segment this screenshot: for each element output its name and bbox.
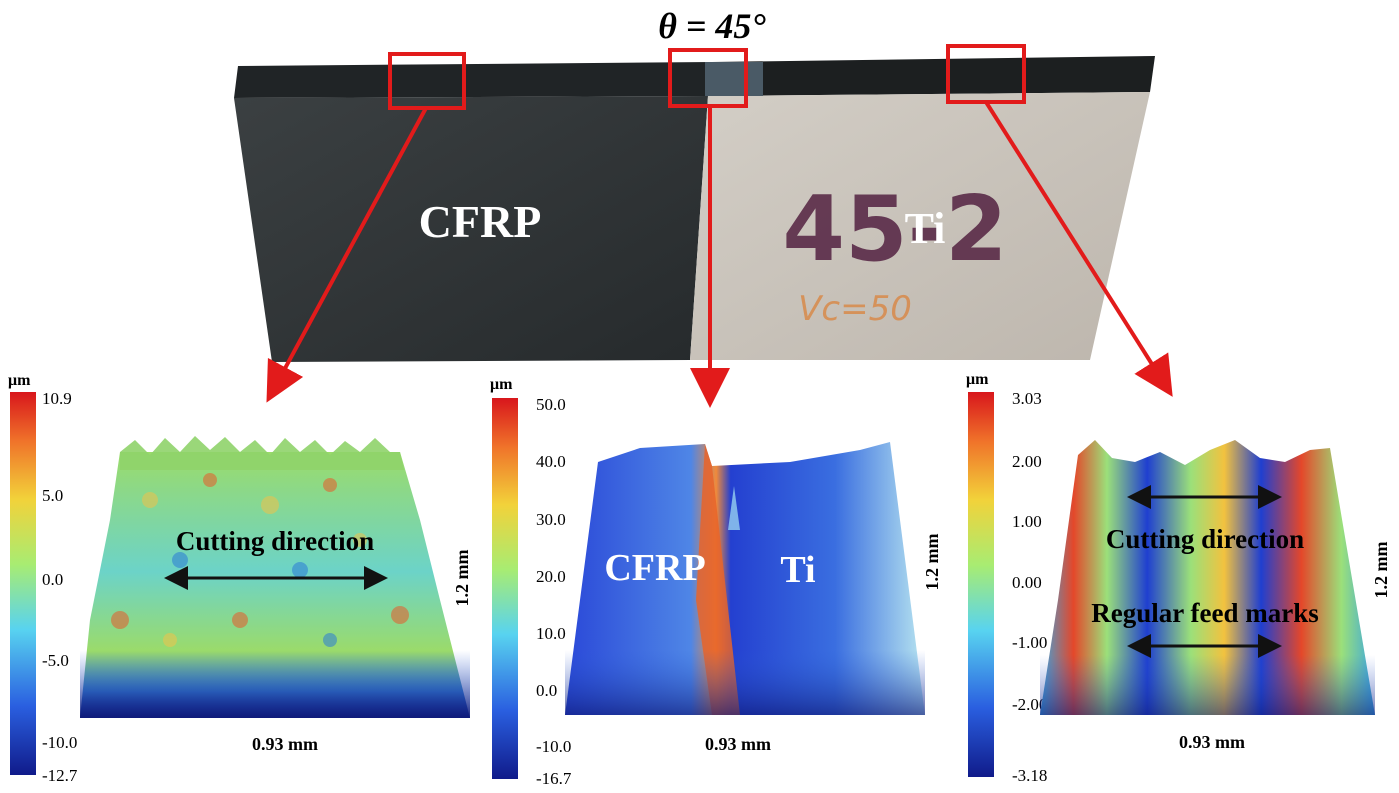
colorbar-tick: 2.00 <box>1012 452 1042 471</box>
colorbar <box>10 392 36 775</box>
unit-label: μm <box>966 371 989 388</box>
colorbar-tick: 20.0 <box>536 567 566 586</box>
annotation-cfrp: CFRP <box>604 547 705 589</box>
colorbar-tick: 1.00 <box>1012 512 1042 531</box>
colorbar-tick: 5.0 <box>42 486 63 505</box>
ti-plate <box>690 92 1150 360</box>
colorbar-tick: 0.00 <box>1012 573 1042 592</box>
cfrp-plate-label: CFRP <box>419 196 542 247</box>
colorbar-tick: -10.0 <box>42 733 77 752</box>
colorbar-tick: -2.00 <box>1012 695 1047 714</box>
marker-number: 45-2 <box>782 177 1007 282</box>
highlight-box-cfrp <box>388 52 466 110</box>
colorbar-tick: 50.0 <box>536 395 566 414</box>
colorbar-tick: -5.0 <box>42 651 69 670</box>
length-label: 0.93 mm <box>252 734 318 754</box>
surface-base <box>80 650 470 718</box>
arrow-to-ti-panel <box>984 100 1173 397</box>
unit-label: μm <box>8 372 31 389</box>
colorbar-tick: 30.0 <box>536 510 566 529</box>
cfrp-plate <box>234 96 708 362</box>
arrow-to-cfrp-panel <box>266 107 428 403</box>
width-label: 1.2 mm <box>922 534 942 591</box>
panel-interface: μm 50.0 40.0 30.0 20.0 10.0 0.0 -10.0 -1… <box>490 376 942 788</box>
colorbar-tick: 0.0 <box>536 681 557 700</box>
annotation-ti: Ti <box>780 549 815 591</box>
unit-label: μm <box>490 376 513 393</box>
colorbar-tick: -16.7 <box>536 769 572 788</box>
length-label: 0.93 mm <box>705 734 771 754</box>
surface-peaks <box>120 436 404 470</box>
annotation-cutting-direction: Cutting direction <box>176 526 374 556</box>
colorbar <box>968 392 994 777</box>
colorbar-tick: 10.9 <box>42 389 72 408</box>
width-label: 1.2 mm <box>1371 542 1391 599</box>
colorbar <box>492 398 518 779</box>
ti-plate-top-edge <box>708 56 1155 96</box>
colorbar-tick: 40.0 <box>536 452 566 471</box>
surface-map <box>565 442 925 715</box>
colorbar-tick: -3.18 <box>1012 766 1047 785</box>
interface-step <box>696 444 740 715</box>
interface-seam <box>705 62 763 96</box>
marker-note: Vc=50 <box>798 289 912 329</box>
panel-ti: μm 3.03 2.00 1.00 0.00 -1.00 -2.00 -3.18… <box>966 371 1391 785</box>
colorbar-tick: 10.0 <box>536 624 566 643</box>
colorbar-tick: -10.0 <box>536 737 571 756</box>
width-label: 1.2 mm <box>452 550 472 607</box>
colorbar-tick: 0.0 <box>42 570 63 589</box>
cfrp-plate-top-edge <box>234 62 712 98</box>
colorbar-tick: -1.00 <box>1012 633 1047 652</box>
annotation-cutting-direction: Cutting direction <box>1106 524 1304 554</box>
surface-base <box>565 650 925 715</box>
surface-base <box>1040 655 1375 715</box>
length-label: 0.93 mm <box>1179 732 1245 752</box>
surface-map <box>1040 440 1375 715</box>
figure-title: θ = 45° <box>658 6 766 46</box>
interface-spike <box>728 486 740 530</box>
specimen-photo: CFRP 45-2 Ti Vc=50 <box>234 56 1155 362</box>
panel-cfrp: μm 10.9 5.0 0.0 -5.0 -10.0 -12.7 Cutting… <box>8 372 472 785</box>
annotation-feed-marks: Regular feed marks <box>1091 598 1318 628</box>
colorbar-tick: -12.7 <box>42 766 78 785</box>
colorbar-tick: 3.03 <box>1012 389 1042 408</box>
ti-plate-label: Ti <box>905 204 946 253</box>
